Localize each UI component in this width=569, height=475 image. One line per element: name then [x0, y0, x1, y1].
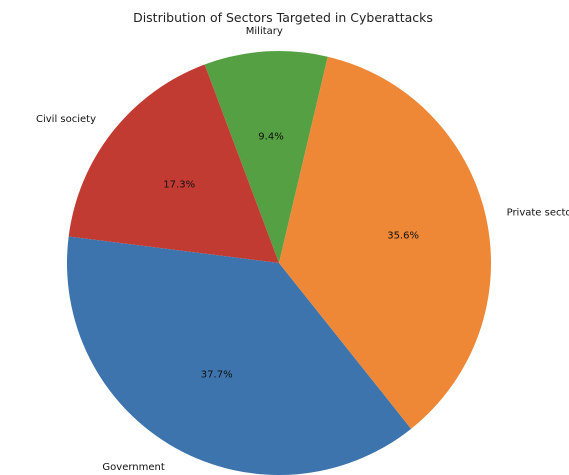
pie-pct-label-government: 37.7%	[201, 369, 233, 380]
pie-slice-government	[67, 236, 412, 475]
chart-title: Distribution of Sectors Targeted in Cybe…	[133, 10, 433, 25]
pie-category-label-government: Government	[102, 462, 164, 473]
pie-pct-label-military: 9.4%	[258, 132, 283, 143]
pie-slice-civil-society	[68, 64, 279, 263]
pie-pct-label-private-sector: 35.6%	[387, 231, 419, 242]
pie-slices	[67, 51, 491, 475]
pie-slice-private-sector	[279, 56, 491, 429]
pie-pct-label-civil-society: 17.3%	[163, 180, 195, 191]
pie-slice-military	[204, 51, 328, 263]
pie-labels: 9.4% Military 17.3% Civil society 37.7% Gover…	[36, 26, 569, 473]
pie-category-label-military: Military	[246, 26, 283, 37]
pie-category-label-private-sector: Private sector	[507, 208, 569, 219]
pie-category-label-civil-society: Civil society	[36, 114, 96, 125]
